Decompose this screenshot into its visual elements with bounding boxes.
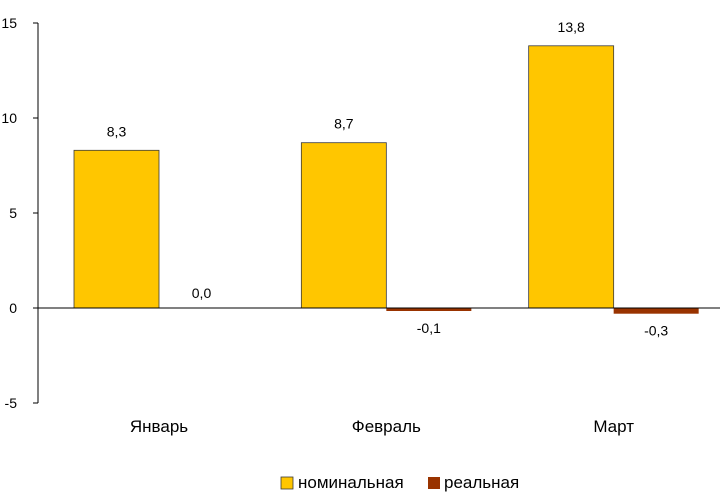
legend: номинальная реальная — [280, 473, 519, 492]
bars — [73, 45, 699, 314]
legend-label-real: реальная — [444, 473, 519, 492]
bar-nominal — [73, 149, 160, 309]
y-tick-label: 5 — [9, 205, 17, 221]
x-category-label: Март — [593, 417, 634, 436]
legend-swatch-real — [428, 477, 440, 489]
y-tick-label: -5 — [5, 395, 18, 411]
bar-nominal — [528, 45, 615, 309]
x-category-label: Февраль — [352, 417, 421, 436]
bar-real — [386, 308, 472, 311]
bar-real — [613, 308, 699, 314]
y-tick-label: 0 — [9, 300, 17, 316]
data-labels: 8,3 8,7 13,8 0,0 -0,1 -0,3 — [107, 19, 669, 339]
x-axis-categories: Январь Февраль Март — [130, 417, 634, 436]
data-label-nominal: 13,8 — [558, 19, 585, 35]
legend-label-nominal: номинальная — [298, 473, 404, 492]
data-label-real: -0,1 — [417, 320, 441, 336]
data-label-real: -0,3 — [644, 323, 668, 339]
y-tick-label: 10 — [1, 110, 17, 126]
data-label-real: 0,0 — [192, 285, 212, 301]
bar-nominal — [300, 142, 387, 309]
data-label-nominal: 8,3 — [107, 123, 127, 139]
y-tick-label: 15 — [1, 15, 17, 31]
x-category-label: Январь — [130, 417, 188, 436]
legend-swatch-nominal — [280, 476, 294, 490]
data-label-nominal: 8,7 — [334, 116, 354, 132]
y-axis: 15 10 5 0 -5 — [1, 15, 39, 411]
